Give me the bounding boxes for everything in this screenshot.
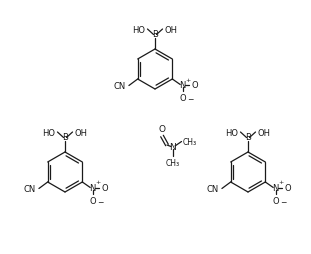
Text: +: +: [95, 180, 101, 185]
Text: B: B: [152, 29, 158, 38]
Text: OH: OH: [165, 25, 178, 34]
Text: CH₃: CH₃: [166, 159, 180, 168]
Text: O: O: [159, 125, 165, 134]
Text: O: O: [272, 196, 279, 205]
Text: N: N: [90, 183, 96, 192]
Text: HO: HO: [43, 128, 55, 137]
Text: CH₃: CH₃: [183, 137, 197, 146]
Text: O: O: [89, 196, 96, 205]
Text: O: O: [192, 81, 198, 90]
Text: N: N: [179, 81, 186, 90]
Text: O: O: [102, 183, 108, 192]
Text: −: −: [280, 197, 287, 206]
Text: CN: CN: [207, 184, 219, 193]
Text: +: +: [279, 180, 284, 185]
Text: B: B: [62, 132, 68, 141]
Text: O: O: [179, 94, 186, 103]
Text: O: O: [285, 183, 291, 192]
Text: N: N: [169, 143, 176, 152]
Text: HO: HO: [225, 128, 239, 137]
Text: CN: CN: [24, 184, 36, 193]
Text: HO: HO: [132, 25, 146, 34]
Text: CN: CN: [114, 82, 126, 91]
Text: OH: OH: [75, 128, 87, 137]
Text: −: −: [97, 197, 104, 206]
Text: N: N: [272, 183, 279, 192]
Text: −: −: [187, 95, 193, 104]
Text: B: B: [245, 132, 251, 141]
Text: +: +: [186, 77, 191, 82]
Text: OH: OH: [258, 128, 271, 137]
